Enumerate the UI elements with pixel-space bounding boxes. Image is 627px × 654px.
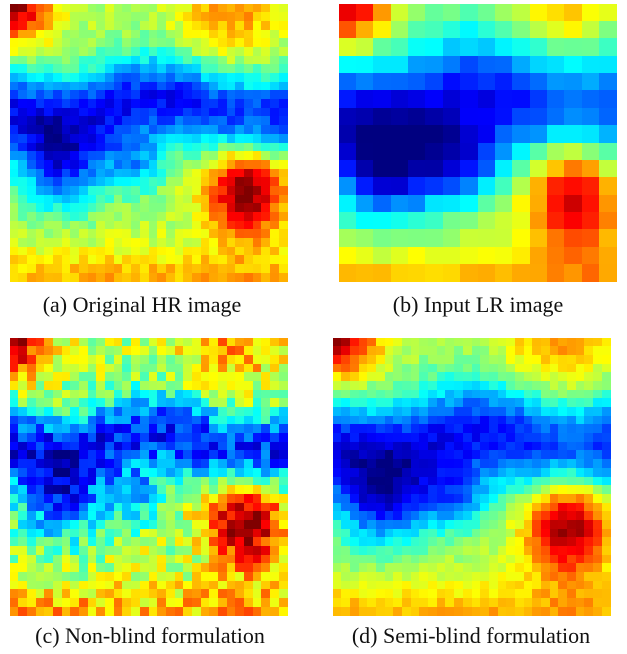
caption-c: (c) Non-blind formulation — [35, 623, 265, 648]
caption-d: (d) Semi-blind formulation — [351, 623, 591, 648]
heatmap-canvas-d — [333, 338, 611, 616]
heatmap-canvas-a — [10, 4, 288, 282]
caption-b: (b) Input LR image — [392, 292, 564, 317]
heatmap-canvas-c — [10, 338, 288, 616]
input-lr-image — [339, 4, 617, 282]
original-hr-image — [10, 4, 288, 282]
heatmap-canvas-b — [339, 4, 617, 282]
caption-a: (a) Original HR image — [42, 292, 242, 317]
semi-blind-result-image — [333, 338, 611, 616]
non-blind-result-image — [10, 338, 288, 616]
